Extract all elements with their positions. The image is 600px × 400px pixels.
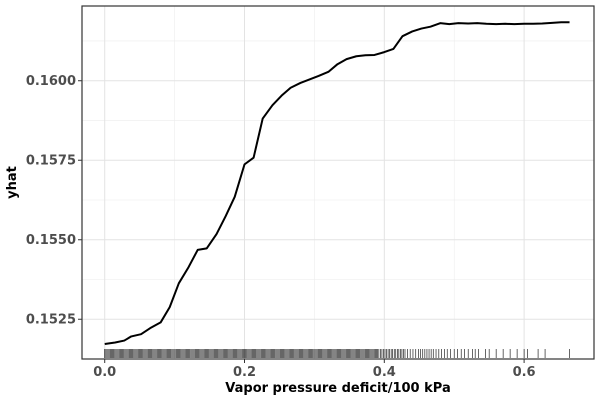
rug (104, 349, 570, 358)
panel-border (81, 5, 595, 360)
y-tick-label: 0.1575 (26, 154, 76, 169)
y-tick-label: 0.1550 (26, 233, 76, 248)
series-line (104, 21, 570, 346)
y-axis: 0.1525 0.1550 0.1575 0.1600 (26, 74, 82, 328)
x-tick-label: 0.0 (93, 365, 116, 380)
y-tick-label: 0.1600 (26, 74, 76, 89)
x-axis: 0.0 0.2 0.4 0.6 (93, 359, 536, 380)
x-tick-label: 0.6 (513, 365, 536, 380)
x-tick-label: 0.2 (233, 365, 256, 380)
x-tick-label: 0.4 (373, 365, 396, 380)
panel-background (82, 6, 594, 359)
y-axis-title: yhat (5, 166, 20, 199)
y-tick-label: 0.1525 (26, 313, 76, 328)
x-axis-title: Vapor pressure deficit/100 kPa (225, 381, 450, 396)
grid-major (82, 6, 594, 359)
